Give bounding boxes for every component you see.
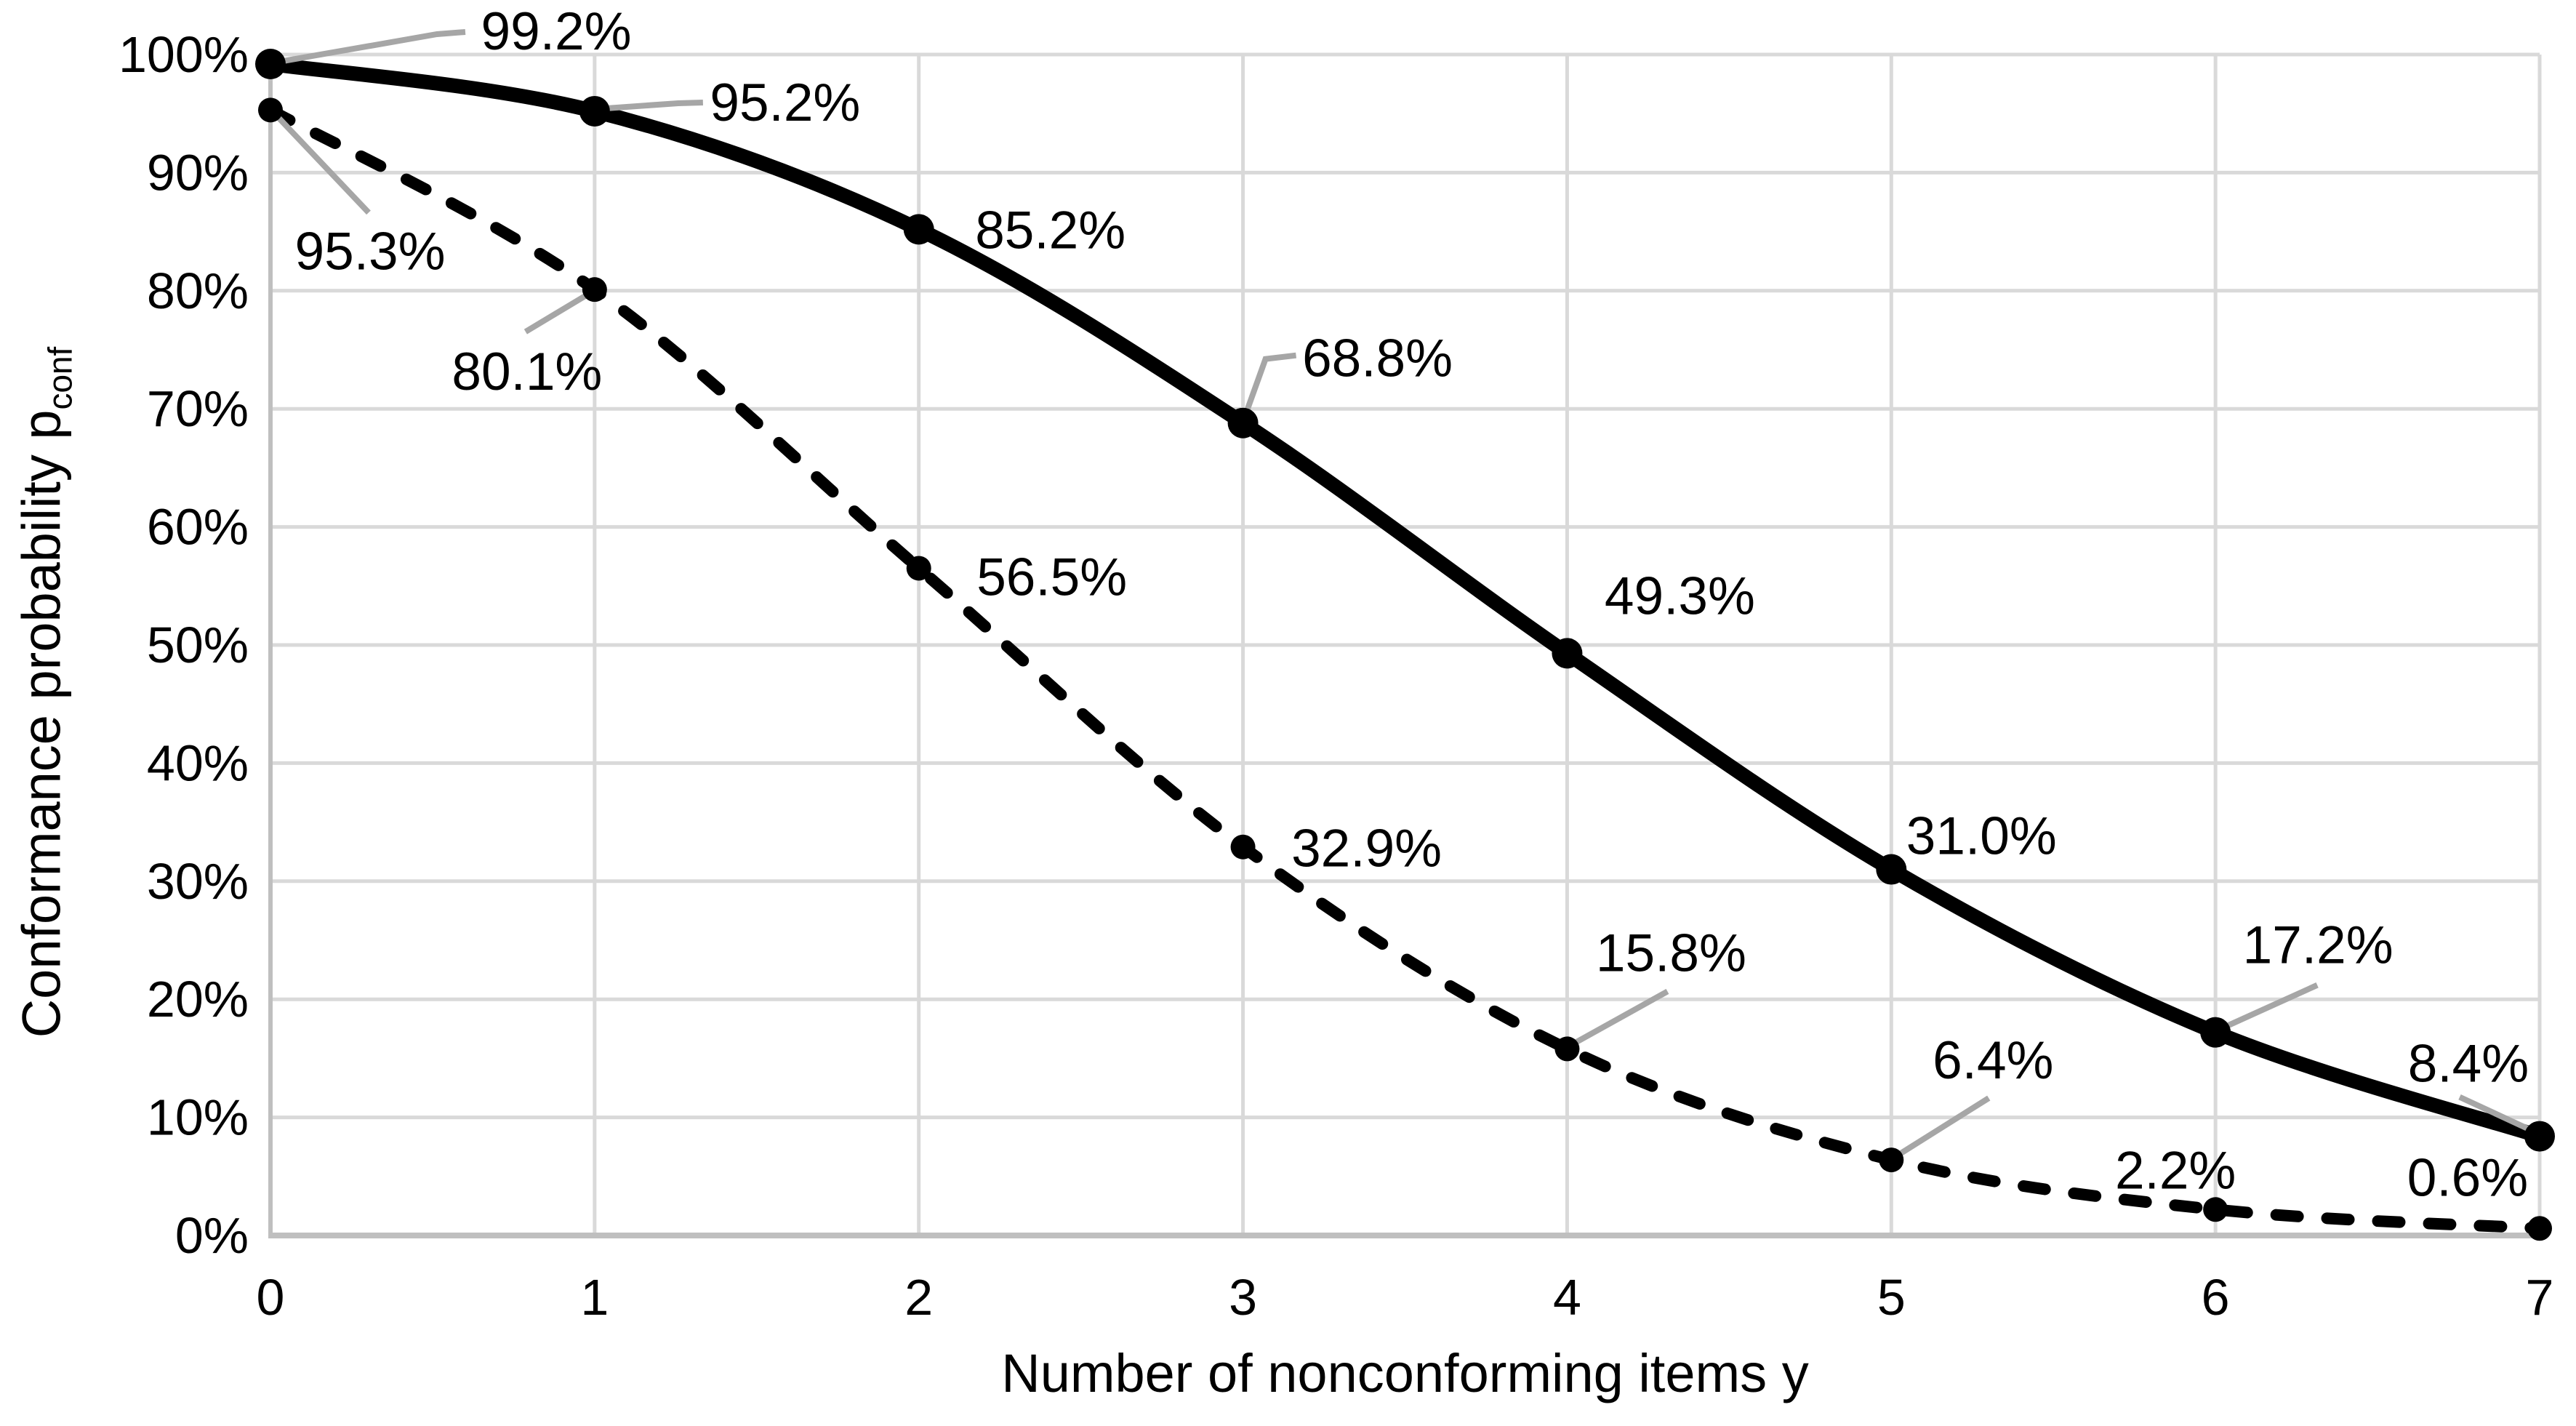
data-label-solid-0: 99.2% [481, 2, 632, 61]
data-label-dashed-6: 2.2% [2115, 1141, 2236, 1200]
x-tick-label-7: 7 [2526, 1269, 2554, 1326]
data-point-dashed-6 [2203, 1197, 2228, 1222]
data-point-solid-0 [255, 48, 286, 79]
y-tick-label-80: 80% [147, 263, 249, 319]
data-label-dashed-2: 56.5% [976, 548, 1127, 606]
data-point-dashed-1 [582, 277, 607, 303]
data-point-solid-7 [2524, 1121, 2555, 1152]
data-point-solid-3 [1227, 407, 1259, 438]
x-tick-label-1: 1 [580, 1269, 609, 1326]
data-label-solid-2: 85.2% [975, 201, 1126, 260]
leader-line-dashed-5 [1893, 1095, 1991, 1160]
y-tick-label-100: 100% [119, 26, 249, 83]
data-point-dashed-5 [1879, 1147, 1904, 1173]
data-point-dashed-4 [1554, 1036, 1580, 1062]
leader-line-solid-7 [2458, 1094, 2532, 1133]
x-tick-label-0: 0 [257, 1269, 285, 1326]
data-point-solid-2 [903, 214, 934, 245]
y-axis-title-subscript: conf [41, 346, 79, 410]
leader-line-solid-0 [274, 29, 466, 65]
y-axis-title-main: Conformance probability p [11, 409, 72, 1038]
y-tick-label-40: 40% [147, 734, 249, 791]
x-tick-label-4: 4 [1553, 1269, 1581, 1326]
series-line-dashed [265, 104, 2545, 1235]
data-point-solid-6 [2200, 1017, 2231, 1048]
data-point-solid-1 [579, 95, 610, 127]
x-axis-title: Number of nonconforming items y [1001, 1343, 1809, 1403]
leader-line-solid-3 [1242, 352, 1297, 417]
data-point-dashed-7 [2527, 1216, 2552, 1241]
y-tick-label-30: 30% [147, 853, 249, 910]
data-point-solid-5 [1876, 854, 1907, 885]
data-point-dashed-0 [258, 97, 283, 123]
data-point-dashed-2 [906, 556, 931, 581]
data-label-solid-7: 8.4% [2408, 1035, 2529, 1094]
leader-line-dashed-1 [523, 289, 593, 335]
y-tick-label-0: 0% [175, 1207, 249, 1264]
data-label-solid-4: 49.3% [1605, 566, 1755, 625]
leader-line-dashed-0 [270, 109, 371, 215]
leader-line-solid-1 [595, 99, 703, 112]
data-label-dashed-5: 6.4% [1933, 1031, 2053, 1090]
data-label-dashed-0: 95.3% [295, 222, 446, 281]
y-tick-label-60: 60% [147, 499, 249, 556]
y-tick-label-20: 20% [147, 971, 249, 1028]
data-label-solid-1: 95.2% [710, 73, 860, 132]
x-tick-label-3: 3 [1229, 1269, 1257, 1326]
data-label-dashed-1: 80.1% [452, 343, 602, 401]
data-label-dashed-3: 32.9% [1291, 820, 1442, 878]
x-tick-label-6: 6 [2202, 1269, 2230, 1326]
y-tick-label-50: 50% [147, 617, 249, 673]
data-point-solid-4 [1552, 638, 1583, 669]
data-label-dashed-4: 15.8% [1596, 924, 1746, 982]
series-line-solid [263, 56, 2547, 1144]
data-label-solid-5: 31.0% [1906, 807, 2057, 866]
y-axis-title: Conformance probability pconf [11, 347, 80, 1038]
data-point-dashed-3 [1230, 834, 1256, 860]
y-tick-label-70: 70% [147, 380, 249, 437]
data-label-solid-6: 17.2% [2243, 916, 2394, 975]
x-tick-label-2: 2 [904, 1269, 933, 1326]
x-tick-label-5: 5 [1877, 1269, 1906, 1326]
leader-line-solid-6 [2216, 982, 2319, 1033]
y-tick-label-90: 90% [147, 144, 249, 201]
data-label-solid-3: 68.8% [1302, 329, 1453, 388]
y-tick-label-10: 10% [147, 1089, 249, 1146]
leader-line-dashed-4 [1568, 988, 1669, 1049]
data-label-dashed-7: 0.6% [2407, 1148, 2528, 1207]
